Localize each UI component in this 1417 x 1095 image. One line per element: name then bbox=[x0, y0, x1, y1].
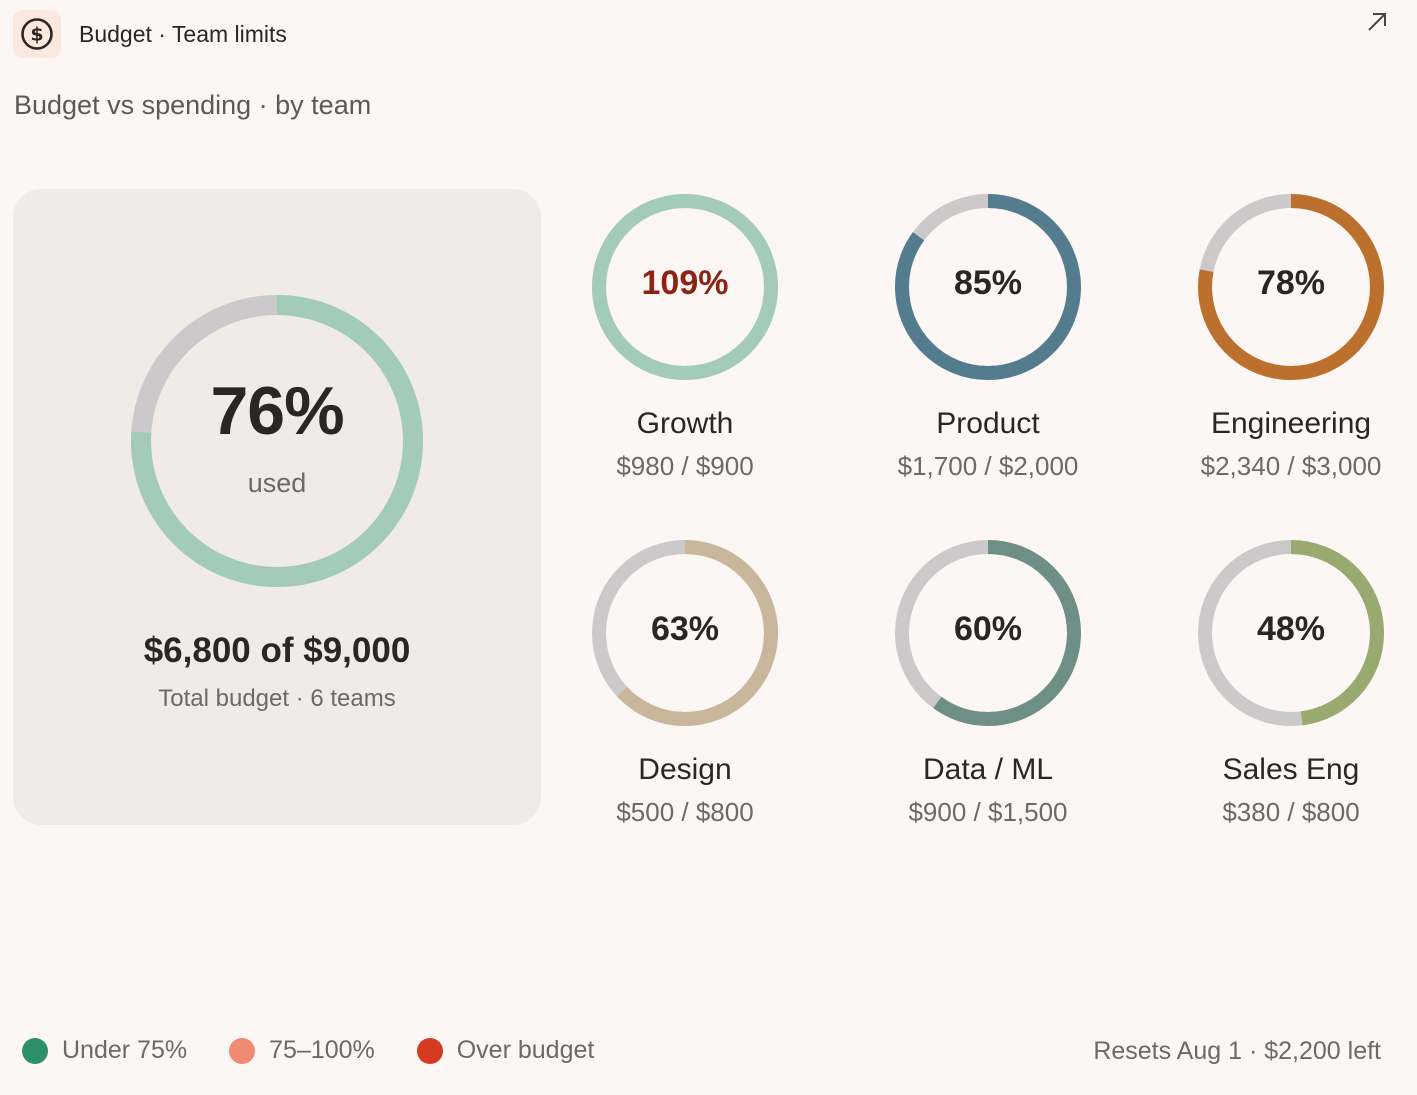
total-amount: $6,800 of $9,000 bbox=[143, 631, 411, 670]
legend-label: Under 75% bbox=[62, 1036, 188, 1064]
legend-item-over: Over budget bbox=[416, 1036, 595, 1065]
total-percent: 76% bbox=[210, 373, 344, 449]
ring-progress-arc bbox=[592, 194, 778, 380]
team-amount: $500 / $800 bbox=[616, 797, 754, 827]
team-usage-donut bbox=[895, 194, 1081, 380]
legend-item-near: 75–100% bbox=[229, 1036, 375, 1065]
team-amount: $980 / $900 bbox=[616, 451, 754, 481]
team-amount: $2,340 / $3,000 bbox=[1200, 451, 1382, 481]
team-card: 109% Growth $980 / $900 bbox=[555, 193, 815, 482]
team-percent: 48% bbox=[1256, 610, 1326, 648]
team-usage-donut bbox=[1198, 194, 1384, 380]
used-label: used bbox=[247, 468, 307, 498]
page-subtitle: Budget vs spending · by team bbox=[14, 90, 372, 120]
team-amount: $380 / $800 bbox=[1222, 797, 1360, 827]
team-usage-ring: 63% bbox=[591, 539, 779, 727]
team-usage-ring: 85% bbox=[894, 193, 1082, 381]
team-percent: 85% bbox=[953, 264, 1023, 302]
team-name: Growth bbox=[636, 407, 734, 440]
ring-progress-arc bbox=[592, 540, 778, 726]
team-name: Engineering bbox=[1210, 407, 1372, 440]
app-title: Budget · Team limits bbox=[79, 20, 287, 47]
reset-info: Resets Aug 1 · $2,200 left bbox=[1093, 1037, 1381, 1065]
team-card: 60% Data / ML $900 / $1,500 bbox=[858, 539, 1118, 828]
dollar-circle-icon: $ bbox=[13, 10, 61, 58]
legend-label: 75–100% bbox=[269, 1036, 375, 1064]
legend: Under 75% 75–100% Over budget bbox=[22, 1036, 636, 1065]
ring-progress-arc bbox=[895, 194, 1081, 380]
team-amount: $1,700 / $2,000 bbox=[897, 451, 1079, 481]
team-percent: 60% bbox=[953, 610, 1023, 648]
team-name: Design bbox=[638, 753, 732, 786]
legend-dot bbox=[229, 1037, 256, 1064]
summary-card: 76% used $6,800 of $9,000 Total budget ·… bbox=[13, 189, 541, 825]
team-percent: 63% bbox=[650, 610, 720, 648]
team-card: 63% Design $500 / $800 bbox=[555, 539, 815, 828]
team-usage-donut bbox=[895, 540, 1081, 726]
total-subtitle: Total budget · 6 teams bbox=[158, 685, 396, 712]
team-name: Product bbox=[936, 407, 1040, 440]
team-usage-ring: 48% bbox=[1197, 539, 1385, 727]
header: $ Budget · Team limits bbox=[13, 10, 1397, 58]
team-name: Sales Eng bbox=[1222, 753, 1360, 786]
team-percent: 78% bbox=[1256, 264, 1326, 302]
total-usage-ring: 76% used bbox=[130, 294, 424, 588]
ring-progress-arc bbox=[1198, 540, 1384, 726]
ring-progress-arc bbox=[131, 295, 423, 587]
team-card: 48% Sales Eng $380 / $800 bbox=[1161, 539, 1417, 828]
team-card: 78% Engineering $2,340 / $3,000 bbox=[1161, 193, 1417, 482]
team-usage-ring: 60% bbox=[894, 539, 1082, 727]
team-amount: $900 / $1,500 bbox=[908, 797, 1068, 827]
team-usage-ring: 109% bbox=[591, 193, 779, 381]
arrow-up-right-icon[interactable] bbox=[1365, 10, 1389, 34]
ring-progress-arc bbox=[895, 540, 1081, 726]
team-name: Data / ML bbox=[922, 753, 1054, 786]
team-card: 85% Product $1,700 / $2,000 bbox=[858, 193, 1118, 482]
team-usage-donut bbox=[592, 194, 778, 380]
team-usage-donut bbox=[1198, 540, 1384, 726]
team-usage-ring: 78% bbox=[1197, 193, 1385, 381]
total-usage-donut bbox=[131, 295, 423, 587]
svg-text:$: $ bbox=[30, 24, 43, 46]
team-percent: 109% bbox=[641, 264, 729, 302]
ring-progress-arc bbox=[1198, 194, 1384, 380]
team-usage-donut bbox=[592, 540, 778, 726]
legend-dot bbox=[416, 1037, 443, 1064]
legend-label: Over budget bbox=[456, 1036, 595, 1064]
legend-item-under: Under 75% bbox=[22, 1036, 187, 1065]
legend-dot bbox=[22, 1037, 48, 1064]
